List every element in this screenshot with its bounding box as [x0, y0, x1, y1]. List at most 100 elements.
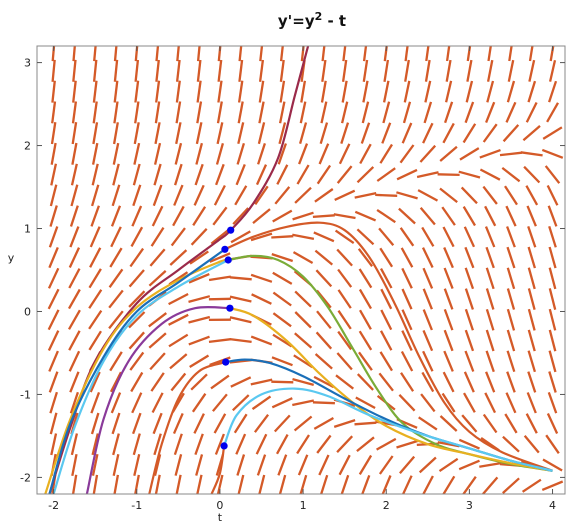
slope-segment [421, 247, 434, 268]
slope-segment [525, 185, 539, 206]
slope-segment [68, 247, 81, 268]
slope-segment [132, 163, 141, 186]
slope-segment [398, 394, 416, 412]
slope-segment [527, 80, 537, 103]
slope-segment [170, 372, 187, 392]
slope-segment [229, 337, 252, 344]
slope-segment [398, 207, 416, 225]
slope-segment [72, 59, 77, 82]
slope-segment [482, 185, 498, 205]
x-tick-label: -1 [131, 499, 142, 512]
slope-segment [294, 186, 312, 204]
slope-segment [340, 101, 349, 124]
slope-segment [155, 80, 161, 103]
slope-segment [133, 142, 141, 165]
slope-segment [508, 46, 513, 62]
slope-segment [401, 288, 413, 310]
slope-segment [235, 163, 246, 186]
slope-segment [71, 474, 78, 494]
slope-segment [312, 401, 335, 405]
slope-segment [71, 122, 78, 145]
slope-segment [129, 247, 145, 268]
slope-segment [88, 268, 102, 289]
slope-segment [109, 371, 123, 393]
slope-segment [337, 289, 352, 309]
slope-segment [272, 209, 293, 223]
slope-segment [379, 247, 394, 268]
y-tick-label: -1 [20, 388, 31, 401]
y-tick-label: 1 [24, 223, 31, 236]
slope-segment [402, 101, 412, 124]
slope-segment [111, 184, 121, 207]
slope-segment [338, 143, 351, 165]
slope-segment [272, 271, 293, 285]
slope-segment [548, 246, 557, 269]
slope-segment [148, 312, 167, 328]
slope-segment [316, 310, 332, 330]
slope-segment [521, 478, 542, 493]
slope-segment [212, 393, 228, 412]
slope-segment [90, 184, 100, 207]
slope-segment [252, 208, 271, 224]
slope-segment [90, 392, 101, 414]
slope-segment [548, 371, 557, 393]
slope-segment [91, 433, 99, 456]
slope-segment [548, 59, 557, 82]
slope-segment [259, 46, 264, 62]
slope-segment [418, 456, 437, 474]
slope-segment [502, 477, 520, 494]
solution-curve-12 [223, 387, 553, 472]
slope-segment [383, 59, 390, 82]
slope-segment [208, 275, 231, 282]
slope-segment [196, 80, 202, 103]
slope-segment [417, 189, 439, 202]
slope-segment [189, 354, 210, 368]
slope-segment [443, 288, 454, 310]
slope-segment [396, 439, 418, 449]
slope-segment [401, 330, 413, 351]
slope-segment [463, 226, 476, 248]
slope-segment [525, 101, 538, 123]
slope-segment [527, 371, 537, 393]
slope-segment [271, 380, 294, 384]
slope-segment [441, 206, 456, 226]
slope-segment [113, 474, 120, 494]
slope-segment [236, 454, 246, 476]
slope-segment [505, 205, 517, 227]
slope-segment [460, 186, 478, 205]
slope-segment [153, 142, 162, 165]
slope-segment [444, 80, 453, 103]
slope-segment [438, 457, 459, 473]
slope-segment [527, 246, 537, 269]
solution-curve-3 [44, 258, 229, 494]
chart-title: y'=y2 - t [278, 10, 346, 30]
slope-segment [196, 101, 203, 124]
slope-segment [381, 122, 392, 144]
slope-segment [213, 184, 226, 206]
slope-segment [109, 247, 123, 268]
direction-field [47, 46, 564, 494]
slope-segment [90, 412, 100, 435]
slope-segment [403, 80, 411, 103]
slope-segment [278, 101, 286, 124]
slope-segment [68, 350, 81, 372]
slope-segment [292, 399, 315, 407]
slope-segment [485, 329, 495, 352]
slope-segment [113, 46, 118, 62]
slope-segment [132, 433, 141, 456]
slope-segment [273, 414, 291, 433]
slope-segment [542, 458, 563, 472]
slope-segment [168, 313, 189, 326]
slope-segment [358, 330, 373, 351]
slope-segment [112, 433, 120, 456]
initial-points [220, 226, 235, 450]
slope-segment [340, 122, 350, 144]
slope-segment [70, 433, 79, 456]
slope-segment [72, 80, 77, 103]
slope-segment [522, 125, 541, 142]
slope-segment [507, 59, 515, 82]
slope-segment [168, 333, 189, 348]
slope-segment [547, 205, 558, 227]
slope-segment [133, 122, 140, 145]
slope-segment [229, 276, 252, 281]
